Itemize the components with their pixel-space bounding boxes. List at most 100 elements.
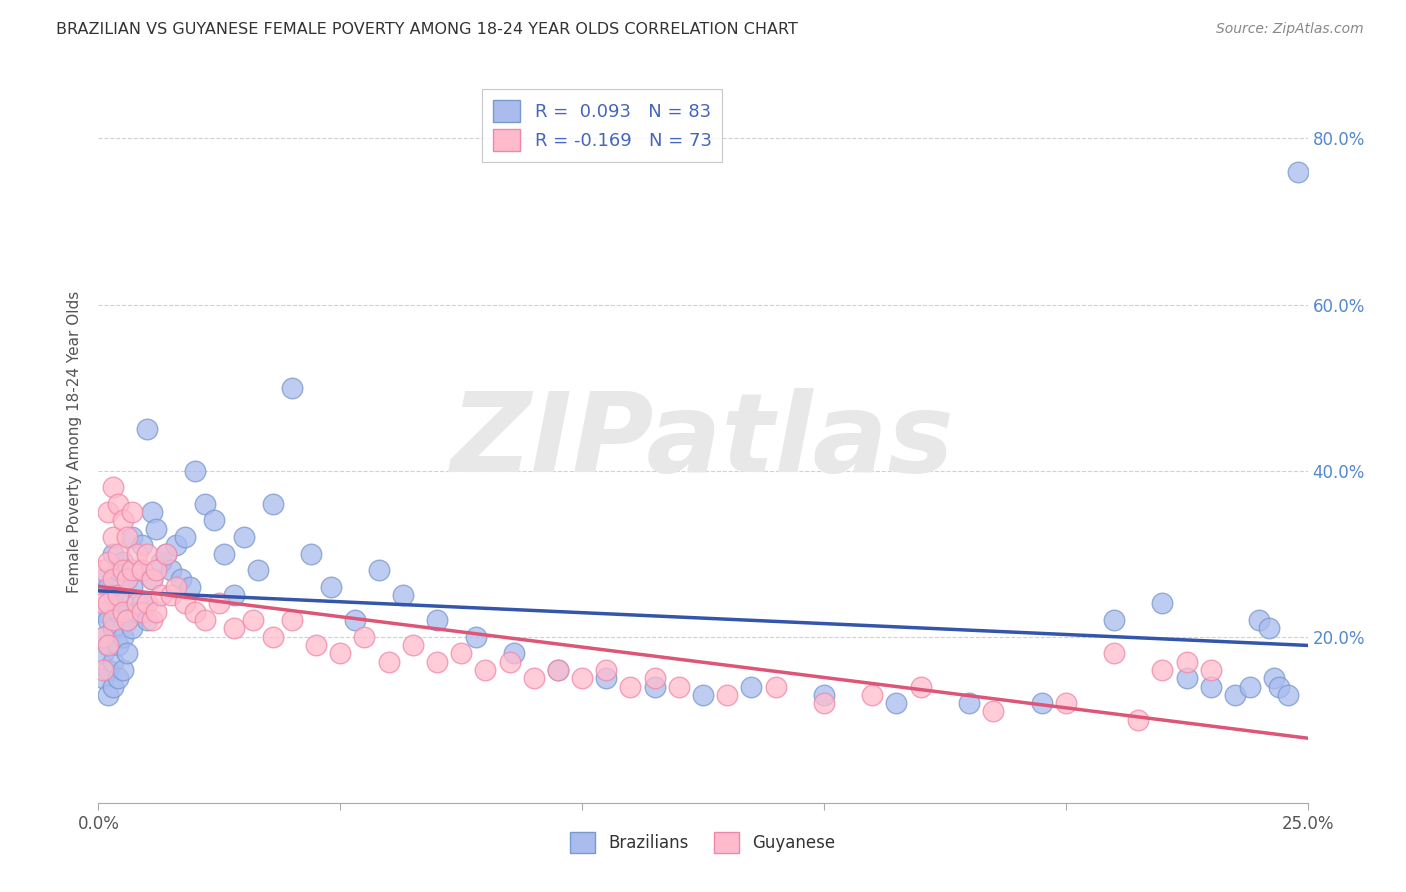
Guyanese xyxy=(547,663,569,677)
Brazilians xyxy=(740,680,762,694)
Brazilians xyxy=(1277,688,1299,702)
Brazilians xyxy=(101,547,124,561)
Guyanese xyxy=(145,563,167,577)
Brazilians xyxy=(131,597,153,611)
Guyanese xyxy=(595,663,617,677)
Brazilians xyxy=(179,580,201,594)
Brazilians xyxy=(101,655,124,669)
Brazilians xyxy=(281,380,304,394)
Guyanese xyxy=(208,597,231,611)
Guyanese xyxy=(141,613,163,627)
Guyanese xyxy=(97,597,120,611)
Brazilians xyxy=(194,497,217,511)
Guyanese xyxy=(305,638,328,652)
Guyanese xyxy=(1128,713,1150,727)
Brazilians xyxy=(222,588,245,602)
Brazilians xyxy=(91,646,114,660)
Brazilians xyxy=(160,563,183,577)
Guyanese xyxy=(474,663,496,677)
Guyanese xyxy=(101,572,124,586)
Guyanese xyxy=(281,613,304,627)
Guyanese xyxy=(127,547,149,561)
Brazilians xyxy=(247,563,270,577)
Guyanese xyxy=(668,680,690,694)
Guyanese xyxy=(813,696,835,710)
Brazilians xyxy=(595,671,617,685)
Guyanese xyxy=(426,655,449,669)
Guyanese xyxy=(498,655,520,669)
Brazilians xyxy=(464,630,486,644)
Brazilians xyxy=(813,688,835,702)
Guyanese xyxy=(619,680,641,694)
Guyanese xyxy=(377,655,399,669)
Brazilians xyxy=(131,538,153,552)
Brazilians xyxy=(107,638,129,652)
Guyanese xyxy=(329,646,352,660)
Brazilians xyxy=(319,580,342,594)
Brazilians xyxy=(343,613,366,627)
Guyanese xyxy=(97,638,120,652)
Brazilians xyxy=(97,688,120,702)
Brazilians xyxy=(644,680,666,694)
Guyanese xyxy=(91,563,114,577)
Guyanese xyxy=(117,613,139,627)
Brazilians xyxy=(174,530,197,544)
Brazilians xyxy=(135,422,157,436)
Brazilians xyxy=(121,621,143,635)
Guyanese xyxy=(97,555,120,569)
Brazilians xyxy=(204,513,226,527)
Guyanese xyxy=(194,613,217,627)
Brazilians xyxy=(165,538,187,552)
Brazilians xyxy=(101,588,124,602)
Y-axis label: Female Poverty Among 18-24 Year Olds: Female Poverty Among 18-24 Year Olds xyxy=(67,291,83,592)
Brazilians xyxy=(91,605,114,619)
Brazilians xyxy=(503,646,526,660)
Guyanese xyxy=(107,547,129,561)
Brazilians xyxy=(91,630,114,644)
Brazilians xyxy=(1263,671,1285,685)
Guyanese xyxy=(160,588,183,602)
Brazilians xyxy=(97,663,120,677)
Guyanese xyxy=(765,680,787,694)
Guyanese xyxy=(97,505,120,519)
Brazilians xyxy=(121,580,143,594)
Guyanese xyxy=(121,505,143,519)
Guyanese xyxy=(117,572,139,586)
Guyanese xyxy=(1102,646,1125,660)
Brazilians xyxy=(111,663,134,677)
Guyanese xyxy=(91,630,114,644)
Guyanese xyxy=(131,563,153,577)
Guyanese xyxy=(165,580,187,594)
Guyanese xyxy=(91,663,114,677)
Guyanese xyxy=(1199,663,1222,677)
Brazilians xyxy=(111,630,134,644)
Guyanese xyxy=(111,605,134,619)
Guyanese xyxy=(150,588,173,602)
Guyanese xyxy=(353,630,375,644)
Brazilians xyxy=(111,597,134,611)
Brazilians xyxy=(101,680,124,694)
Guyanese xyxy=(571,671,593,685)
Brazilians xyxy=(692,688,714,702)
Guyanese xyxy=(716,688,738,702)
Guyanese xyxy=(262,630,284,644)
Text: Source: ZipAtlas.com: Source: ZipAtlas.com xyxy=(1216,22,1364,37)
Brazilians xyxy=(1249,613,1271,627)
Guyanese xyxy=(910,680,932,694)
Guyanese xyxy=(117,530,139,544)
Brazilians xyxy=(117,646,139,660)
Guyanese xyxy=(101,480,124,494)
Guyanese xyxy=(111,563,134,577)
Brazilians xyxy=(135,613,157,627)
Guyanese xyxy=(1175,655,1198,669)
Guyanese xyxy=(101,530,124,544)
Brazilians xyxy=(107,563,129,577)
Brazilians xyxy=(232,530,254,544)
Text: ZIPatlas: ZIPatlas xyxy=(451,388,955,495)
Brazilians xyxy=(1257,621,1279,635)
Brazilians xyxy=(1223,688,1246,702)
Brazilians xyxy=(155,547,177,561)
Guyanese xyxy=(107,497,129,511)
Guyanese xyxy=(141,572,163,586)
Brazilians xyxy=(184,464,207,478)
